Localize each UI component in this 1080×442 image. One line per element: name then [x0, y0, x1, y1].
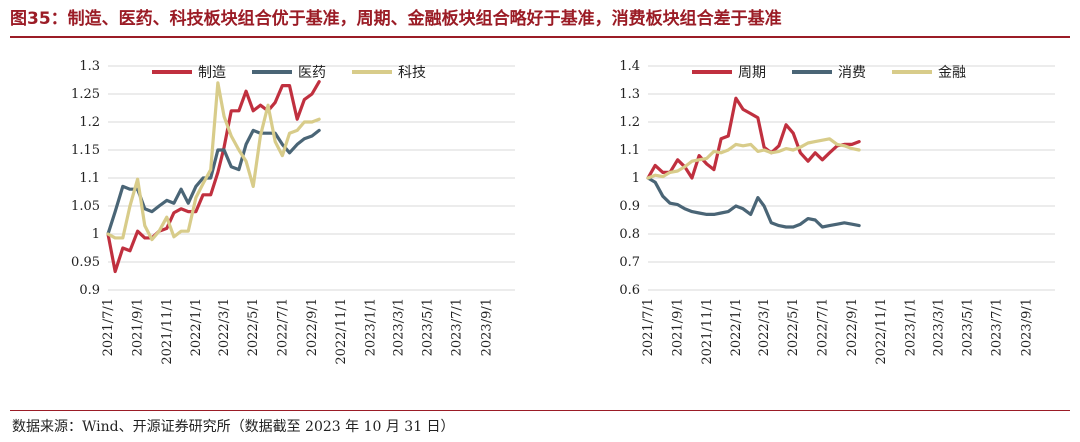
y-tick-label: 1.2: [79, 115, 100, 130]
source-note: 数据来源：Wind、开源证券研究所（数据截至 2023 年 10 月 31 日）: [12, 419, 455, 435]
series-line-0: [646, 96, 861, 180]
figure-title: 图35：制造、医药、科技板块组合优于基准，周期、金融板块组合略好于基准，消费板块…: [10, 9, 782, 29]
y-tick-label: 0.7: [619, 255, 640, 270]
series-line-2: [646, 137, 861, 180]
x-tick-label: 2022/7/1: [275, 298, 290, 356]
y-tick-label: 1.2: [619, 115, 640, 130]
legend-label: 科技: [398, 65, 426, 81]
legend-label: 周期: [738, 65, 766, 81]
series-line-1: [646, 176, 861, 229]
x-axis: 2021/7/1 2021/9/1 2021/11/1 2022/1/1 2022/3/…: [641, 298, 1034, 365]
y-tick-label: 1.3: [79, 59, 100, 74]
gridlines: [648, 65, 1055, 291]
y-tick-label: 1.15: [71, 143, 100, 158]
x-tick-label: 2023/9/1: [1019, 298, 1034, 356]
y-tick-label: 1.05: [71, 199, 100, 214]
legend-label: 医药: [298, 65, 326, 81]
y-tick-label: 0.9: [79, 283, 100, 298]
legend-label: 制造: [198, 65, 226, 81]
x-tick-label: 2023/7/1: [990, 298, 1005, 356]
x-tick-label: 2022/7/1: [815, 298, 830, 356]
footer-divider: [10, 410, 1070, 411]
series-line-0: [106, 80, 321, 274]
x-tick-label: 2021/7/1: [641, 298, 656, 356]
title-divider: [10, 36, 1070, 38]
x-tick-label: 2022/5/1: [246, 298, 261, 356]
series-lines: [106, 80, 321, 274]
x-tick-label: 2022/3/1: [757, 298, 772, 356]
x-tick-label: 2021/9/1: [131, 298, 146, 356]
y-tick-label: 1.1: [79, 171, 100, 186]
x-tick-label: 2023/3/1: [391, 298, 406, 356]
x-tick-label: 2021/9/1: [671, 298, 686, 356]
series-lines: [646, 96, 861, 229]
legend-label: 消费: [838, 65, 866, 81]
legend: 周期 消费 金融: [692, 65, 966, 81]
x-tick-label: 2022/5/1: [786, 298, 801, 356]
y-axis: 1.4 1.3 1.2 1.1 1 0.9 0.8 0.7 0.6: [619, 59, 640, 298]
x-tick-label: 2022/11/1: [334, 298, 349, 365]
legend-label: 金融: [938, 65, 966, 81]
x-tick-label: 2022/3/1: [217, 298, 232, 356]
y-tick-label: 0.9: [619, 199, 640, 214]
x-tick-label: 2022/9/1: [845, 298, 860, 356]
x-tick-label: 2023/3/1: [931, 298, 946, 356]
x-tick-label: 2023/1/1: [903, 298, 918, 356]
legend: 制造 医药 科技: [152, 65, 426, 81]
y-tick-label: 1: [92, 227, 100, 242]
gridlines: [108, 65, 515, 291]
x-tick-label: 2023/7/1: [450, 298, 465, 356]
x-tick-label: 2022/11/1: [874, 298, 889, 365]
x-tick-label: 2021/11/1: [700, 298, 715, 365]
x-tick-label: 2023/9/1: [479, 298, 494, 356]
y-tick-label: 1: [632, 171, 640, 186]
y-tick-label: 1.25: [71, 87, 100, 102]
y-tick-label: 0.6: [619, 283, 640, 298]
x-tick-label: 2022/1/1: [189, 298, 204, 356]
y-tick-label: 0.8: [619, 227, 640, 242]
x-tick-label: 2023/5/1: [421, 298, 436, 356]
x-axis: 2021/7/1 2021/9/1 2021/11/1 2022/1/1 2022/3/…: [101, 298, 494, 365]
x-tick-label: 2023/1/1: [363, 298, 378, 356]
series-line-2: [106, 81, 321, 242]
series-line-1: [106, 128, 321, 236]
y-tick-label: 0.95: [71, 255, 100, 270]
x-tick-label: 2022/9/1: [305, 298, 320, 356]
y-tick-label: 1.1: [619, 143, 640, 158]
y-axis: 1.3 1.25 1.2 1.15 1.1 1.05 1 0.95 0.9: [71, 59, 100, 298]
x-tick-label: 2023/5/1: [961, 298, 976, 356]
x-tick-label: 2021/11/1: [160, 298, 175, 365]
x-tick-label: 2021/7/1: [101, 298, 116, 356]
x-tick-label: 2022/1/1: [729, 298, 744, 356]
y-tick-label: 1.4: [619, 59, 640, 74]
y-tick-label: 1.3: [619, 87, 640, 102]
